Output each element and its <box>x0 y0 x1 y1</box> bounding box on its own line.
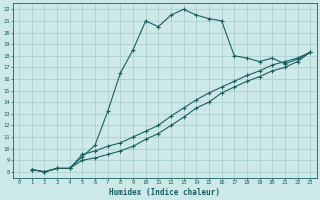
X-axis label: Humidex (Indice chaleur): Humidex (Indice chaleur) <box>109 188 220 197</box>
